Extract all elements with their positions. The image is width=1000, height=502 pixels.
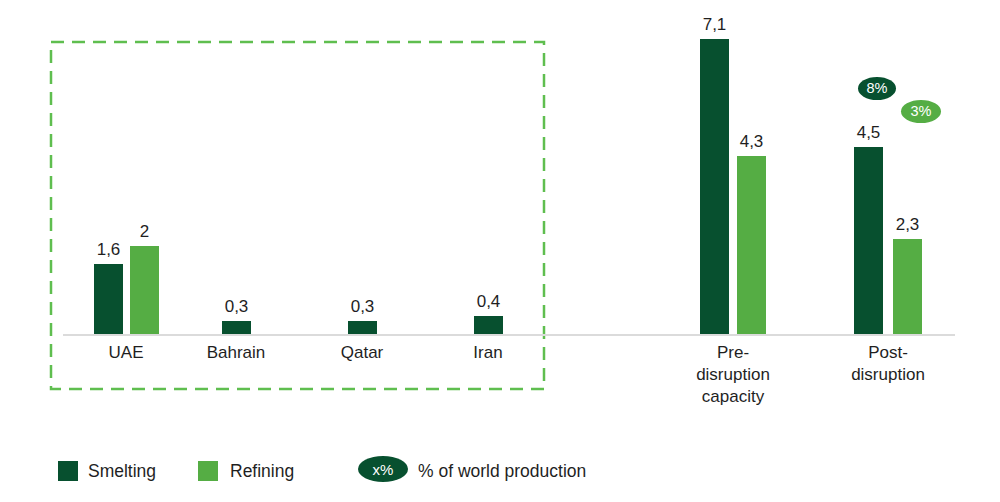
value-label-refining-pre-disruption-capacity: 4,3 [740, 132, 764, 152]
category-label-post-disruption: Post- disruption [851, 342, 925, 386]
category-label-pre-disruption-capacity: Pre- disruption capacity [696, 342, 770, 408]
category-label-bahrain: Bahrain [207, 342, 266, 364]
value-label-refining-post-disruption: 2,3 [896, 215, 920, 235]
bar-smelting-bahrain [222, 321, 251, 334]
value-label-smelting-post-disruption: 4,5 [857, 123, 881, 143]
value-label-smelting-iran: 0,4 [477, 292, 501, 312]
category-label-qatar: Qatar [341, 342, 384, 364]
value-label-refining-uae: 2 [140, 222, 149, 242]
value-label-smelting-bahrain: 0,3 [225, 297, 249, 317]
bar-smelting-qatar [348, 321, 377, 334]
value-label-smelting-pre-disruption-capacity: 7,1 [703, 15, 727, 35]
bar-refining-pre-disruption-capacity [737, 156, 766, 334]
bar-smelting-post-disruption [854, 147, 883, 334]
category-label-uae: UAE [109, 342, 144, 364]
bar-smelting-iran [474, 316, 503, 334]
bar-refining-post-disruption [893, 239, 922, 334]
pct-badge-smelting: 8% [858, 77, 896, 100]
bar-smelting-pre-disruption-capacity [700, 39, 729, 334]
pct-badge-refining: 3% [901, 100, 941, 123]
bar-smelting-uae [94, 264, 123, 334]
bar-refining-uae [130, 246, 159, 334]
value-label-smelting-qatar: 0,3 [351, 297, 375, 317]
category-label-iran: Iran [473, 342, 502, 364]
x-axis-line [63, 334, 955, 336]
value-label-smelting-uae: 1,6 [97, 240, 121, 260]
